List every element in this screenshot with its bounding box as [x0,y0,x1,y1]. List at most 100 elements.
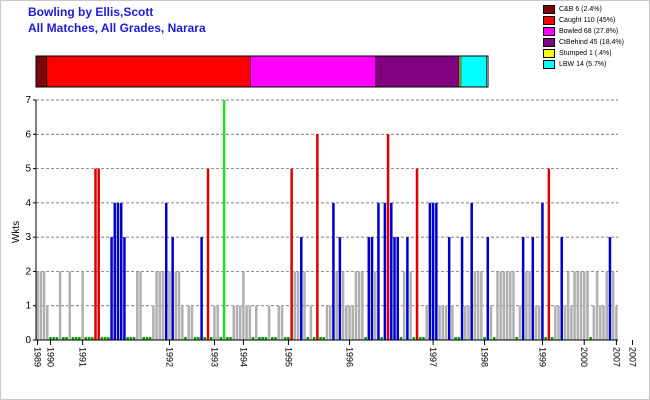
bar [435,202,438,340]
bar [505,271,509,340]
bar [541,202,544,340]
bar [576,271,580,340]
bar [91,337,94,340]
year-label: 1996 [345,347,355,367]
year-label: 1999 [537,347,547,367]
bar [483,337,486,340]
chart-subtitle: All Matches, All Grades, Narara [28,21,206,35]
bar [238,305,242,340]
bar [476,271,480,340]
bar [383,202,387,340]
bar [418,337,422,340]
bar [444,305,448,340]
bar [206,168,210,340]
bar [110,237,113,340]
bar [264,337,268,340]
bar [290,168,293,340]
bar [42,271,46,340]
legend-item-bowled: Bowled 68 (27.8%) [543,26,624,37]
bar [190,305,194,340]
bar [560,237,563,340]
bar [489,305,493,340]
bar [332,202,335,340]
bar [100,337,104,340]
bar [46,305,49,340]
bar [251,337,255,340]
bar [351,305,354,340]
bar [142,337,145,340]
year-label: 1994 [238,347,248,367]
bar [425,305,428,340]
legend-item-lbw: LBW 14 (5.7%) [543,59,624,70]
bar [49,337,52,340]
bar [573,271,576,340]
year-label: 2000 [579,347,589,367]
bar [235,305,239,340]
bar [605,271,608,340]
bar [136,271,139,340]
bar [582,271,586,340]
bar [521,237,525,340]
bar [357,271,361,340]
bar [525,271,528,340]
bar [164,202,168,340]
bar [274,337,277,340]
bar [78,337,81,340]
bar [303,271,306,340]
y-tick-label: 4 [25,198,31,209]
legend-swatch [543,27,555,36]
bar [200,237,203,340]
bar [348,305,351,340]
legend-label: C&B 6 (2.4%) [559,6,602,13]
bar [219,337,223,340]
year-label: 1998 [480,347,490,367]
bar [222,100,226,340]
bar [280,305,284,340]
year-label: 1991 [78,347,88,367]
y-tick-label: 2 [25,266,31,277]
bar [467,305,470,340]
bar [62,337,65,340]
y-tick-label: 3 [25,232,31,243]
bar [203,337,207,340]
bar [197,337,200,340]
bar [608,237,612,340]
dismissal-segment [249,55,377,88]
year-label: 1997 [428,347,438,367]
legend-item-cb: C&B 6 (2.4%) [543,4,624,15]
bar [554,305,557,340]
chart-title: Bowling by Ellis,Scott [28,5,154,19]
dismissal-breakdown-bar [35,55,489,88]
bar [380,337,383,340]
bar [589,337,592,340]
bar [547,168,551,340]
bar [354,271,358,340]
bar [319,337,322,340]
bar [518,305,522,340]
y-tick-labels: 0 1 2 3 4 5 6 7 [25,95,36,346]
bar [181,305,184,340]
bar [345,305,348,340]
bar [68,271,72,340]
legend: C&B 6 (2.4%) Caught 110 (45%) Bowled 68 … [543,4,624,70]
legend-label: Stumped 1 (.4%) [559,50,612,57]
bar [193,337,197,340]
bar [271,337,274,340]
bar [496,271,499,340]
bar [52,337,55,340]
bar [168,271,171,340]
bar [161,271,165,340]
y-tick-label: 0 [25,335,31,346]
bar [390,202,393,340]
bar [611,271,615,340]
bar [470,202,473,340]
bar [126,337,129,340]
dismissal-bar-outline [35,55,489,88]
bar [415,168,419,340]
bar [287,337,290,340]
year-label: 1993 [209,347,219,367]
bar [599,305,602,340]
bar [322,337,326,340]
bar [242,271,245,340]
